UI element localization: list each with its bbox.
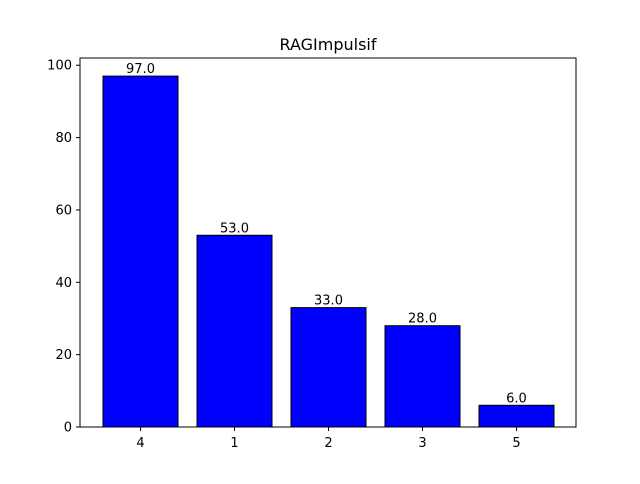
- y-tick-label-80: 80: [55, 131, 72, 146]
- axes-frame: [79, 57, 577, 428]
- y-axis: 0 20 40 60 80 100: [47, 59, 80, 436]
- data-label-4: 97.0: [126, 62, 155, 77]
- data-label-5: 6.0: [506, 391, 527, 406]
- bar-2: [290, 307, 367, 428]
- bar-4: [102, 75, 179, 428]
- x-tick-label-2: 2: [324, 436, 332, 451]
- data-labels-layer: 97.0 53.0 33.0 28.0 6.0: [126, 62, 527, 406]
- x-tick-label-1: 1: [230, 436, 238, 451]
- y-tick-label-100: 100: [47, 59, 72, 74]
- bar-1: [196, 234, 273, 428]
- y-tick-label-0: 0: [64, 421, 72, 436]
- bar-3: [384, 325, 461, 428]
- x-axis: 4 1 2 3 5: [136, 427, 521, 451]
- data-label-1: 53.0: [220, 221, 249, 236]
- data-label-2: 33.0: [314, 294, 343, 309]
- bars-layer: [102, 75, 555, 428]
- x-tick-label-4: 4: [136, 436, 144, 451]
- chart-title: RAGImpulsif: [280, 35, 377, 54]
- x-tick-label-3: 3: [418, 436, 426, 451]
- y-tick-label-60: 60: [55, 203, 72, 218]
- y-tick-label-20: 20: [55, 348, 72, 363]
- bar-5: [478, 404, 555, 428]
- x-tick-label-5: 5: [512, 436, 520, 451]
- data-label-3: 28.0: [408, 312, 437, 327]
- y-tick-label-40: 40: [55, 276, 72, 291]
